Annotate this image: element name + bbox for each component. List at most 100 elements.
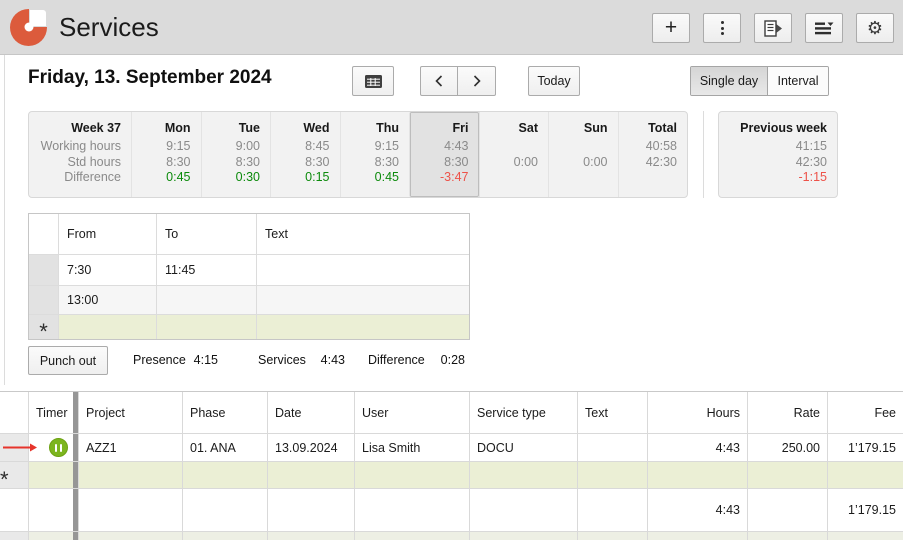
- add-button[interactable]: +: [652, 13, 690, 43]
- presence-text-cell[interactable]: [256, 286, 469, 314]
- app-title: Services: [59, 11, 159, 42]
- settings-button[interactable]: ⚙: [856, 13, 894, 43]
- header-phase: Phase: [182, 392, 267, 433]
- presence-header-text: Text: [256, 214, 469, 254]
- presence-text-cell[interactable]: [256, 315, 469, 339]
- header-fee: Fee: [827, 392, 903, 433]
- header-hours: Hours: [647, 392, 747, 433]
- presence-to-cell[interactable]: 11:45: [156, 255, 256, 285]
- presence-text-cell[interactable]: [256, 255, 469, 285]
- services-bottom-strip: [0, 532, 903, 540]
- date-nav-group: [420, 66, 496, 96]
- week-panel-divider: [703, 111, 704, 198]
- column-splitter[interactable]: [73, 489, 78, 531]
- row-selector[interactable]: [29, 286, 58, 314]
- app-header: Services +: [0, 0, 903, 55]
- current-row-arrow-icon: [3, 443, 37, 452]
- header-date: Date: [267, 392, 354, 433]
- fee-cell[interactable]: 1’179.15: [827, 434, 903, 461]
- hours-cell[interactable]: 4:43: [647, 434, 747, 461]
- header-user: User: [354, 392, 469, 433]
- header-project: Project: [78, 392, 182, 433]
- week-day-sat[interactable]: Sat 0:00: [478, 112, 549, 197]
- row-label-std-hours: Std hours: [67, 154, 121, 169]
- rate-cell[interactable]: 250.00: [747, 434, 827, 461]
- column-splitter[interactable]: [73, 392, 78, 433]
- week-day-tue[interactable]: Tue 9:00 8:30 0:30: [200, 112, 271, 197]
- total-fee: 1’179.15: [827, 489, 903, 531]
- kebab-menu-icon: [720, 21, 724, 35]
- presence-header-to: To: [156, 214, 256, 254]
- phase-cell[interactable]: 01. ANA: [182, 434, 267, 461]
- toggle-single-day[interactable]: Single day: [691, 67, 768, 95]
- week-day-mon[interactable]: Mon 9:15 8:30 0:45: [131, 112, 201, 197]
- project-cell[interactable]: AZZ1: [78, 434, 182, 461]
- difference-label: Difference: [368, 353, 425, 367]
- column-splitter[interactable]: [73, 434, 78, 461]
- report-button[interactable]: [754, 13, 792, 43]
- week-day-thu[interactable]: Thu 9:15 8:30 0:45: [339, 112, 410, 197]
- week-summary-panel: Week 37 Working hours Std hours Differen…: [28, 111, 688, 198]
- services-header-row: Timer Project Phase Date User Service ty…: [0, 392, 903, 434]
- presence-corner-cell: [29, 214, 58, 254]
- presence-header-from: From: [58, 214, 156, 254]
- services-corner-cell: [0, 392, 28, 433]
- next-day-button[interactable]: [458, 66, 496, 96]
- service-entry-row: AZZ1 01. ANA 13.09.2024 Lisa Smith DOCU …: [0, 434, 903, 462]
- presence-to-cell[interactable]: [156, 315, 256, 339]
- row-selector[interactable]: [29, 255, 58, 285]
- header-timer: Timer: [28, 392, 73, 433]
- week-total-column: Total 40:58 42:30: [617, 112, 688, 197]
- difference-value: 0:28: [440, 353, 465, 367]
- more-options-button[interactable]: [703, 13, 741, 43]
- week-day-wed[interactable]: Wed 8:45 8:30 0:15: [270, 112, 340, 197]
- header-service-type: Service type: [469, 392, 577, 433]
- new-row-marker[interactable]: *: [29, 315, 58, 339]
- timer-running-pause-icon[interactable]: [49, 438, 68, 457]
- new-row-marker[interactable]: *: [0, 462, 28, 488]
- services-totals-row: 4:43 1’179.15: [0, 489, 903, 532]
- total-hours: 4:43: [647, 489, 747, 531]
- calendar-icon: [364, 74, 382, 88]
- list-menu-icon: [814, 21, 834, 36]
- previous-day-button[interactable]: [420, 66, 458, 96]
- plus-icon: +: [664, 15, 678, 39]
- header-toolbar: +: [652, 13, 894, 43]
- row-label-difference: Difference: [64, 170, 121, 184]
- column-splitter[interactable]: [73, 462, 78, 488]
- toggle-interval[interactable]: Interval: [768, 67, 828, 95]
- services-value: 4:43: [320, 353, 345, 367]
- app-logo-icon: [10, 8, 47, 46]
- today-button[interactable]: Today: [528, 66, 580, 96]
- chevron-left-icon: [434, 74, 444, 88]
- user-cell[interactable]: Lisa Smith: [354, 434, 469, 461]
- presence-row: 13:00: [29, 285, 469, 314]
- previous-week-label: Previous week: [740, 121, 827, 135]
- presence-from-cell[interactable]: [58, 315, 156, 339]
- previous-week-panel[interactable]: Previous week 41:15 42:30 -1:15: [718, 111, 838, 198]
- text-cell[interactable]: [577, 434, 647, 461]
- services-table: Timer Project Phase Date User Service ty…: [0, 391, 903, 540]
- pane-divider: [4, 55, 5, 385]
- presence-header-row: From To Text: [29, 214, 469, 254]
- list-menu-button[interactable]: [805, 13, 843, 43]
- presence-value: 4:15: [193, 353, 218, 367]
- date-cell[interactable]: 13.09.2024: [267, 434, 354, 461]
- services-new-row: *: [0, 462, 903, 489]
- punch-out-button[interactable]: Punch out: [28, 346, 108, 375]
- current-row-selector[interactable]: [0, 434, 37, 461]
- report-icon: [763, 19, 783, 37]
- asterisk-icon: *: [39, 319, 48, 340]
- services-label: Services: [258, 353, 306, 367]
- presence-row: 7:30 11:45: [29, 254, 469, 285]
- view-mode-toggle: Single day Interval: [690, 66, 829, 96]
- presence-from-cell[interactable]: 7:30: [58, 255, 156, 285]
- presence-table: From To Text 7:30 11:45 13:00 *: [28, 213, 470, 340]
- week-day-sun[interactable]: Sun 0:00: [548, 112, 618, 197]
- week-day-fri-selected[interactable]: Fri 4:43 8:30 -3:47: [409, 112, 479, 197]
- presence-to-cell[interactable]: [156, 286, 256, 314]
- presence-from-cell[interactable]: 13:00: [58, 286, 156, 314]
- calendar-picker-button[interactable]: [352, 66, 394, 96]
- service-type-cell[interactable]: DOCU: [469, 434, 577, 461]
- header-rate: Rate: [747, 392, 827, 433]
